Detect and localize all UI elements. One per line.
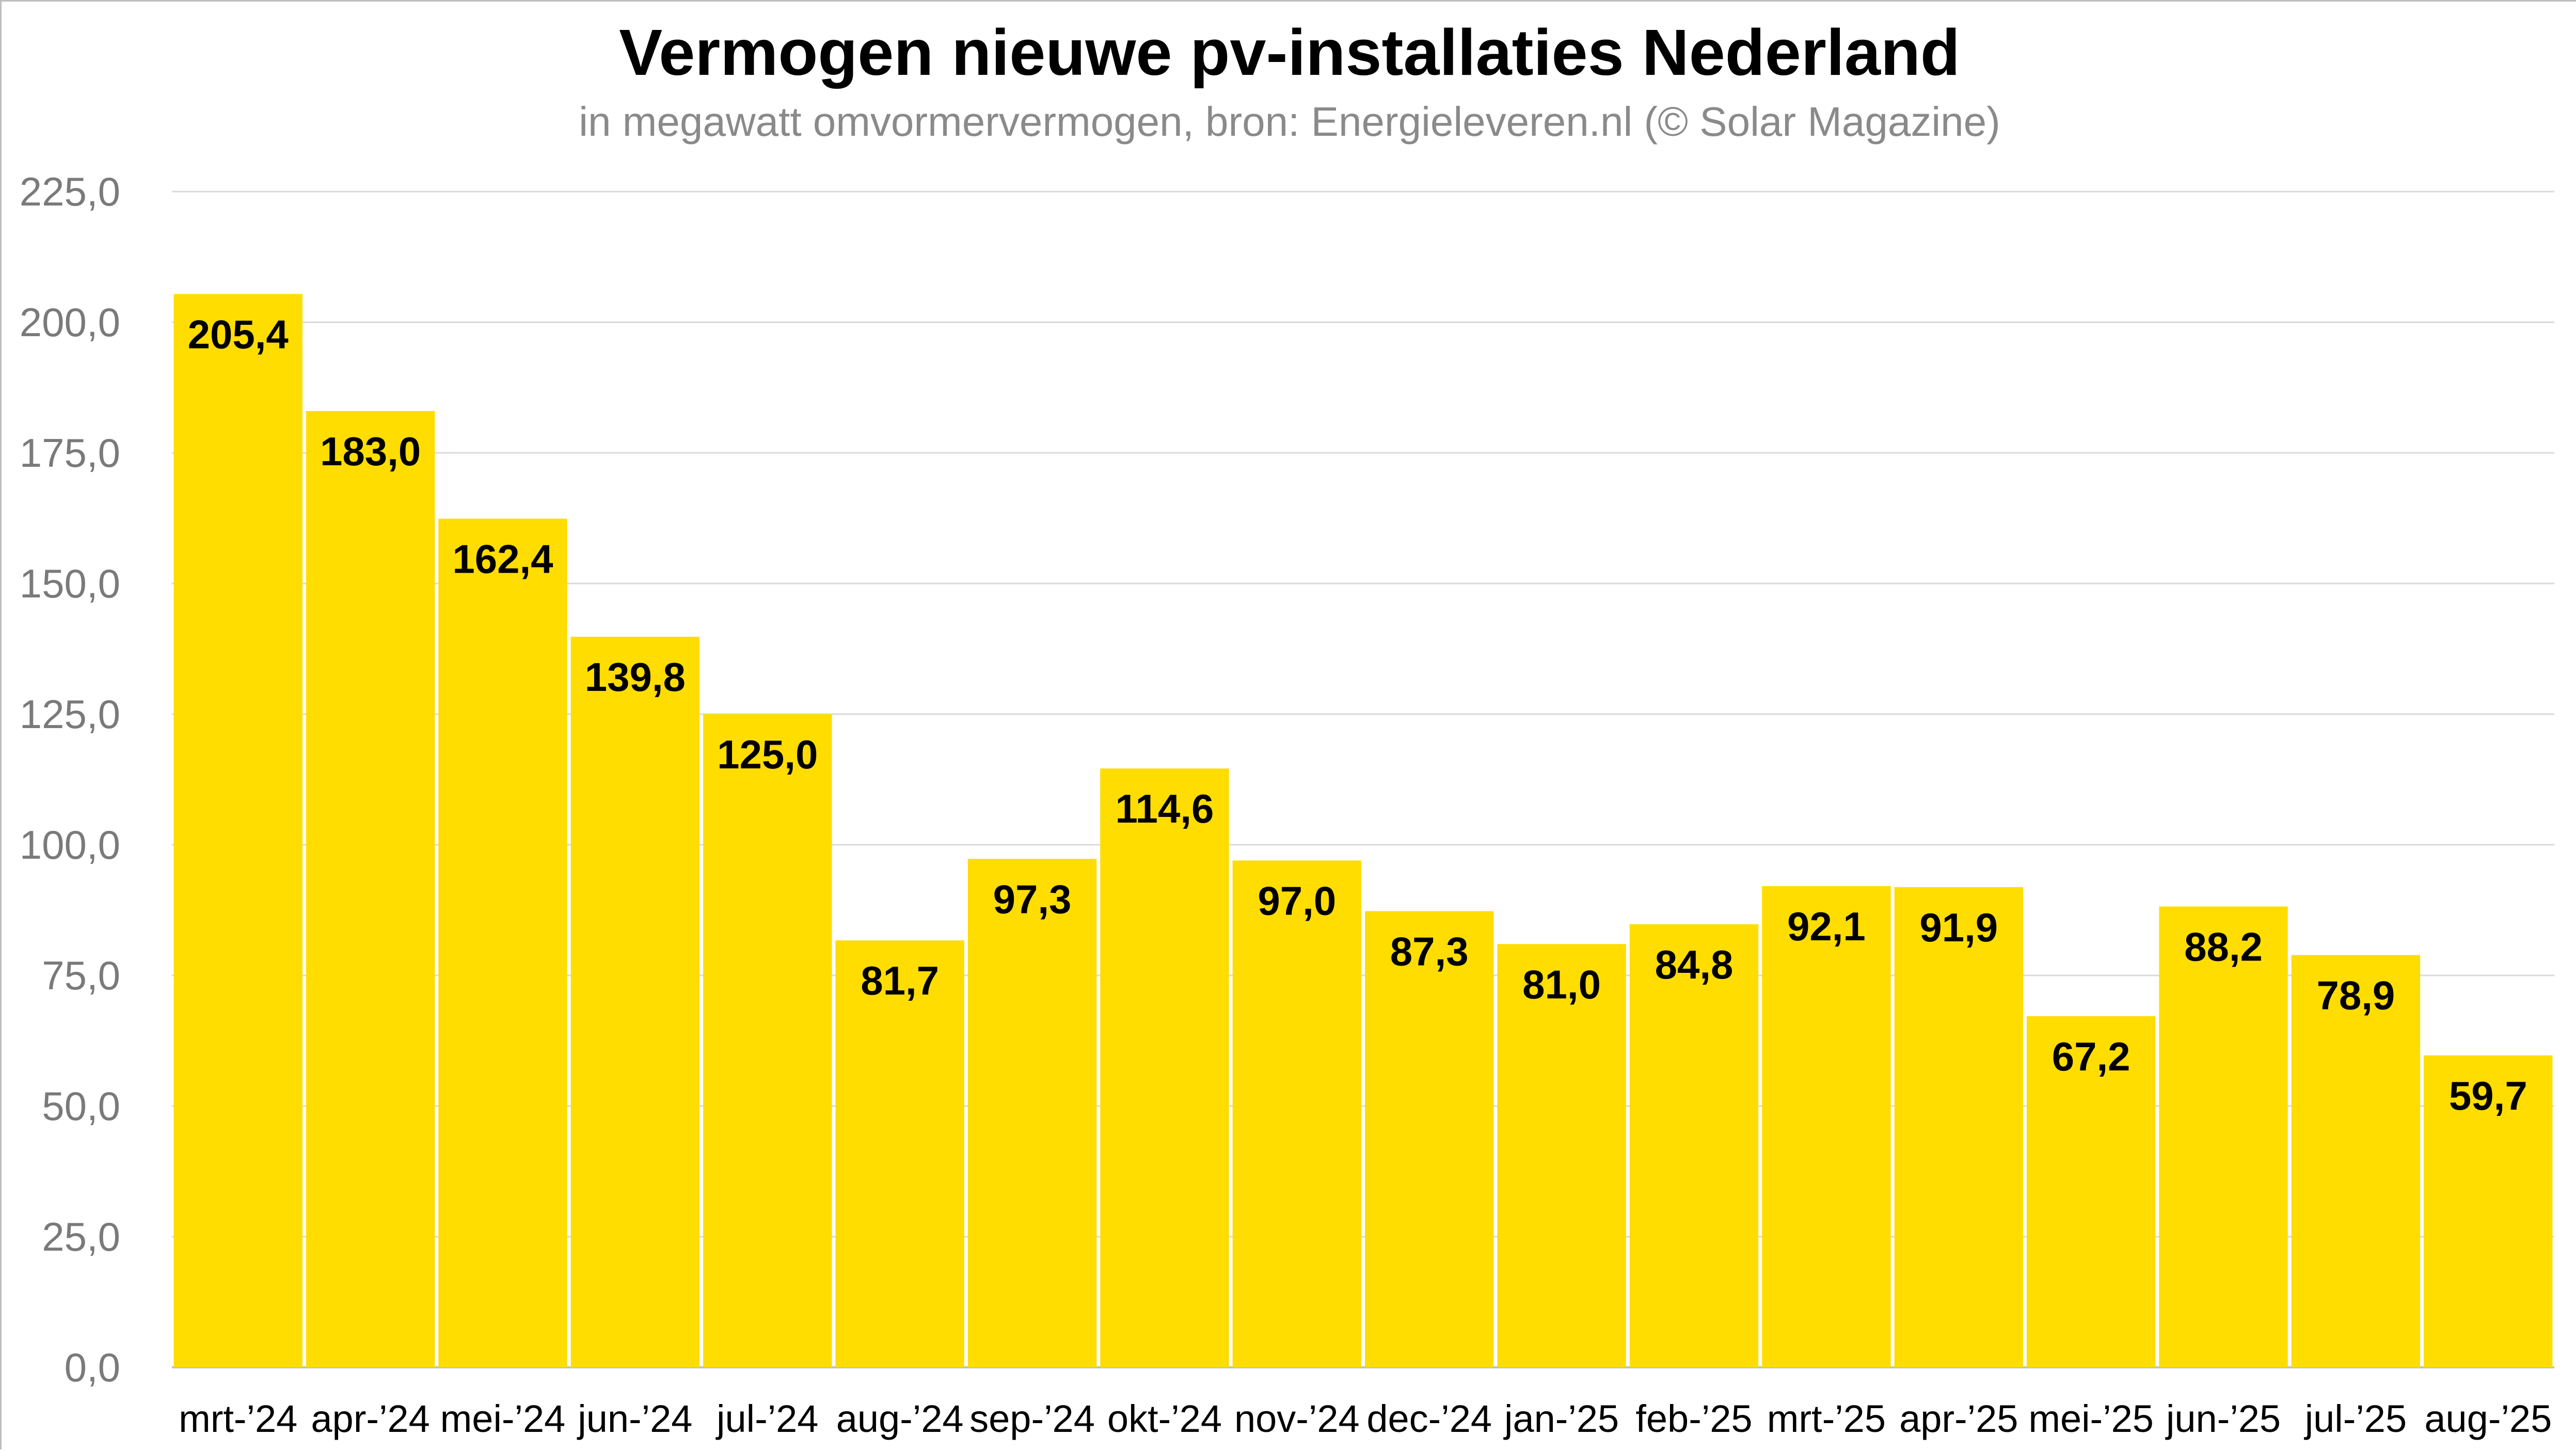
data-label: 91,9	[1919, 905, 1998, 950]
bar	[2026, 1016, 2156, 1367]
chart-subtitle: in megawatt omvormervermogen, bron: Ener…	[579, 99, 2000, 145]
bar	[173, 294, 303, 1367]
x-tick-label: mei-’24	[440, 1397, 566, 1440]
y-tick-label: 0,0	[65, 1345, 120, 1390]
bars	[173, 294, 2553, 1368]
y-tick-label: 100,0	[20, 822, 120, 868]
x-tick-label: mrt-’25	[1767, 1397, 1886, 1440]
bar	[2291, 955, 2421, 1367]
x-tick-label: apr-’25	[1899, 1397, 2018, 1440]
data-label: 125,0	[717, 732, 818, 777]
data-label: 88,2	[2184, 924, 2263, 969]
x-axis-tick-labels: mrt-’24 apr-’24 mei-’24 jun-’24 jul-’24 aug-’…	[179, 1397, 2552, 1440]
x-tick-label: jul-’25	[2304, 1397, 2407, 1440]
x-tick-label: okt-’24	[1107, 1397, 1222, 1440]
y-tick-label: 75,0	[42, 953, 120, 998]
data-label: 78,9	[2317, 973, 2395, 1018]
x-tick-label: feb-’25	[1635, 1397, 1752, 1440]
data-label: 87,3	[1390, 929, 1469, 974]
x-tick-label: jun-’25	[2165, 1397, 2281, 1440]
data-label: 59,7	[2449, 1073, 2527, 1118]
bar	[703, 714, 832, 1367]
x-tick-label: nov-’24	[1234, 1397, 1360, 1440]
bar	[2424, 1055, 2553, 1367]
data-label: 81,0	[1522, 961, 1601, 1007]
bar	[1497, 944, 1626, 1367]
bar	[1232, 860, 1361, 1367]
bar	[570, 637, 700, 1367]
y-tick-label: 25,0	[42, 1214, 120, 1259]
y-tick-label: 150,0	[20, 561, 120, 606]
y-tick-label: 175,0	[20, 430, 120, 476]
bar	[1365, 911, 1494, 1367]
x-tick-label: jan-’25	[1503, 1397, 1619, 1440]
data-label: 114,6	[1115, 786, 1214, 831]
x-tick-label: aug-’25	[2424, 1397, 2552, 1440]
y-axis-tick-labels: 0,0 25,0 50,0 75,0 100,0 125,0 150,0 175,0 200,0…	[20, 169, 120, 1390]
data-label: 139,8	[585, 654, 686, 700]
bar	[2159, 906, 2288, 1367]
y-tick-label: 225,0	[20, 169, 120, 214]
x-tick-label: jul-’24	[715, 1397, 818, 1440]
y-tick-label: 125,0	[20, 691, 120, 737]
data-labels: 205,4 183,0 162,4 139,8 125,0 81,7 97,3 114,6 97…	[188, 311, 2527, 1118]
bar	[1629, 924, 1759, 1367]
data-label: 205,4	[188, 311, 289, 357]
y-tick-label: 200,0	[20, 299, 120, 345]
bar	[1762, 886, 1891, 1367]
bar	[835, 940, 964, 1367]
data-label: 67,2	[2052, 1034, 2130, 1079]
data-label: 162,4	[452, 537, 553, 582]
bar	[306, 411, 435, 1367]
gridlines	[172, 191, 2554, 1368]
x-tick-label: jun-’24	[577, 1397, 692, 1440]
data-label: 97,0	[1258, 878, 1336, 923]
x-tick-label: mei-’25	[2028, 1397, 2154, 1440]
bar	[438, 518, 567, 1368]
x-tick-label: apr-’24	[311, 1397, 430, 1440]
y-tick-label: 50,0	[42, 1083, 120, 1129]
bar	[967, 859, 1097, 1367]
data-label: 183,0	[320, 429, 421, 474]
data-label: 81,7	[861, 958, 939, 1003]
bar	[1100, 768, 1229, 1367]
chart-title: Vermogen nieuwe pv-installaties Nederlan…	[619, 16, 1960, 89]
bar	[1894, 887, 2023, 1367]
x-tick-label: dec-’24	[1366, 1397, 1492, 1440]
data-label: 84,8	[1655, 942, 1734, 987]
x-tick-label: aug-’24	[836, 1397, 964, 1440]
data-label: 92,1	[1787, 904, 1866, 949]
data-label: 97,3	[993, 876, 1072, 922]
x-tick-label: mrt-’24	[179, 1397, 297, 1440]
x-tick-label: sep-’24	[969, 1397, 1095, 1440]
